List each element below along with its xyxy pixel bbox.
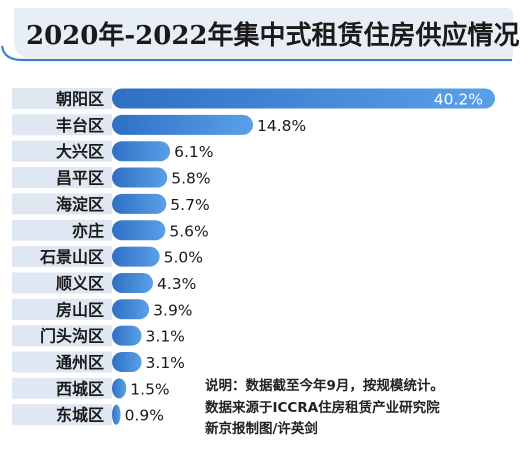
category-label-bg — [12, 298, 112, 320]
bar — [112, 141, 171, 162]
category-label-bg — [12, 351, 112, 373]
category-label-bg — [12, 219, 112, 241]
value-label: 5.0% — [164, 249, 203, 267]
bar — [112, 325, 142, 346]
value-label: 0.9% — [125, 407, 164, 425]
category-label-bg — [12, 272, 112, 294]
bar-row: 西城区 1.5% — [12, 377, 170, 399]
bar — [112, 378, 127, 399]
bar — [112, 220, 166, 241]
bar-row: 丰台区 14.8% — [12, 114, 306, 136]
title-background — [14, 8, 513, 58]
category-label-bg — [12, 114, 112, 136]
value-label: 1.5% — [130, 380, 169, 398]
value-label: 4.3% — [157, 275, 196, 293]
title-banner: 2020年-2022年集中式租赁住房供应情况 — [0, 8, 520, 62]
category-label-bg — [12, 377, 112, 399]
bar-row: 房山区 3.9% — [12, 298, 193, 320]
bar-row: 海淀区 5.7% — [12, 193, 210, 215]
category-label: 通州区 — [56, 353, 104, 372]
bar — [112, 352, 142, 372]
value-label: 5.8% — [171, 170, 210, 188]
category-label: 朝阳区 — [56, 90, 104, 109]
category-label: 西城区 — [56, 379, 104, 398]
bar-row: 通州区 3.1% — [12, 351, 185, 373]
title-accent-curve — [0, 45, 512, 62]
category-label-bg — [12, 404, 112, 426]
bar — [112, 167, 168, 188]
bar — [112, 404, 121, 425]
bar-row: 亦庄 5.6% — [12, 219, 209, 241]
note-line-source: 数据来源于ICCRA住房租赁产业研究院 — [205, 399, 440, 416]
value-label: 5.7% — [170, 196, 209, 214]
bar — [112, 272, 153, 293]
bar — [112, 246, 160, 267]
source-note: 说明：数据截至今年9月，按规模统计。 数据来源于ICCRA住房租赁产业研究院 新… — [205, 376, 525, 441]
category-label: 大兴区 — [56, 142, 104, 161]
category-label-bg — [12, 167, 112, 189]
bar — [112, 114, 254, 135]
note-line-credit: 新京报制图/许英剑 — [205, 421, 318, 437]
category-label: 丰台区 — [56, 116, 104, 135]
category-label: 昌平区 — [56, 169, 104, 188]
bar-row: 昌平区 5.8% — [12, 167, 211, 189]
category-label: 石景山区 — [39, 248, 104, 267]
bar-row: 石景山区 5.0% — [12, 246, 203, 268]
category-label: 房山区 — [56, 300, 104, 319]
category-label: 门头沟区 — [40, 327, 104, 346]
value-label: 6.1% — [174, 143, 213, 161]
category-label-bg — [12, 88, 112, 109]
bar-row: 朝阳区 40.2% — [12, 88, 495, 109]
value-label: 3.1% — [146, 354, 185, 372]
bar-rows: 朝阳区 40.2% 丰台区 14.8% 大兴区 6.1% 昌平区 5.8% 海淀区 5.7% 亦庄 5… — [12, 88, 495, 426]
category-label: 顺义区 — [56, 274, 104, 293]
value-label: 5.6% — [169, 222, 208, 240]
note-line-explanation: 说明：数据截至今年9月，按规模统计。 — [205, 378, 444, 394]
value-label: 3.1% — [146, 328, 185, 346]
category-label-bg — [12, 325, 112, 347]
bar — [112, 193, 167, 214]
value-label: 14.8% — [257, 117, 306, 135]
value-label: 3.9% — [153, 301, 192, 319]
bar-row: 门头沟区 3.1% — [12, 325, 185, 347]
category-label-bg — [12, 246, 112, 268]
category-label-bg — [12, 140, 112, 162]
value-label: 40.2% — [434, 91, 483, 109]
bar-row: 东城区 0.9% — [12, 404, 164, 426]
category-label: 东城区 — [56, 406, 104, 425]
bar-row: 顺义区 4.3% — [12, 272, 196, 294]
category-label: 亦庄 — [72, 221, 104, 240]
bar-row: 大兴区 6.1% — [12, 140, 214, 162]
bar — [112, 88, 495, 109]
category-label-bg — [12, 193, 112, 215]
bar — [112, 299, 150, 320]
category-label: 海淀区 — [56, 195, 104, 214]
chart-title: 2020年-2022年集中式租赁住房供应情况 — [26, 20, 520, 51]
